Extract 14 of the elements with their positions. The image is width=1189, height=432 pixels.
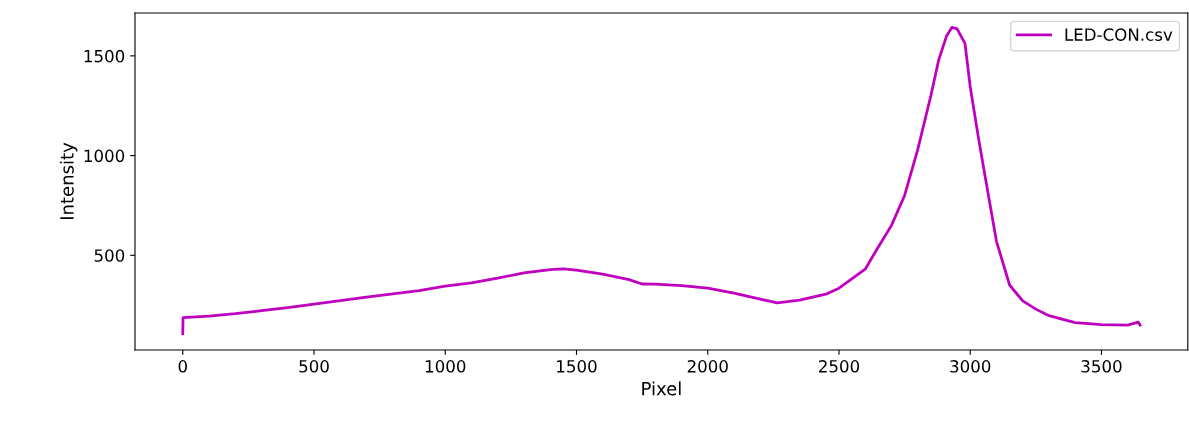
y-tick-label: 500 <box>94 249 125 262</box>
x-tick-label: 2000 <box>687 360 728 373</box>
x-tick-label: 1500 <box>557 360 597 373</box>
legend-label: LED-CON.csv <box>1065 28 1173 41</box>
x-tick-label: 500 <box>299 360 329 373</box>
x-tick-label: 3500 <box>1081 360 1122 373</box>
x-axis-title: Pixel <box>642 381 681 396</box>
x-tick-label: 1000 <box>425 360 466 373</box>
y-tick-label: 1000 <box>84 149 125 163</box>
y-tick-label: 1500 <box>84 49 125 63</box>
x-tick-label: 2500 <box>818 360 860 373</box>
x-tick-label: 3000 <box>950 360 991 373</box>
x-tick-label: 0 <box>178 360 187 373</box>
y-axis-title: Intensity <box>59 142 78 220</box>
